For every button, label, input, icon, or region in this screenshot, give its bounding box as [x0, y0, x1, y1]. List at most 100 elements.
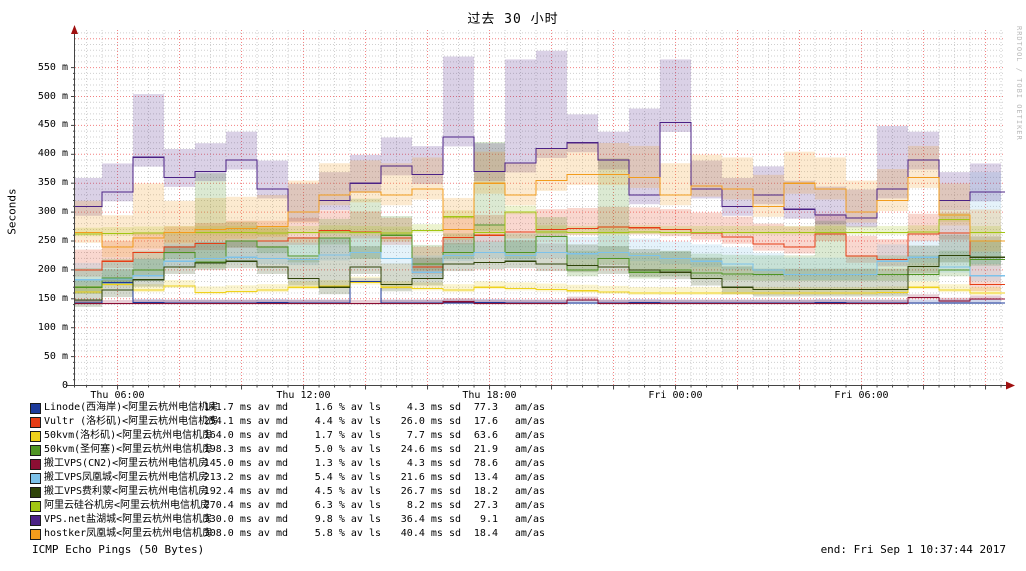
series-loss: 4.4 % av ls	[314, 416, 381, 427]
series-am-ratio: 77.3	[473, 402, 498, 413]
series-am-as-unit: am/as	[514, 514, 545, 525]
series-loss: 4.5 % av ls	[314, 486, 381, 497]
major-grid	[75, 30, 1005, 386]
y-tick-label: 200 m	[37, 263, 68, 275]
series-am-as-unit: am/as	[514, 500, 545, 511]
series-stddev: 21.6 ms sd	[400, 472, 461, 483]
legend-row: 搬工VPS费利蒙<阿里云杭州电信机房 192.4 ms av md 4.5 % …	[0, 485, 1026, 499]
y-tick-label: 50 m	[43, 350, 68, 362]
series-line-4	[75, 297, 1005, 304]
series-median: 192.4 ms av md	[203, 486, 288, 497]
series-color-swatch	[30, 459, 41, 470]
series-loss: 1.3 % av ls	[314, 458, 381, 469]
y-tick-label: 150 m	[37, 292, 68, 304]
series-am-as-unit: am/as	[514, 528, 545, 539]
series-color-swatch	[30, 445, 41, 456]
smoke-band-1	[75, 206, 1002, 292]
series-am-ratio: 18.2	[473, 486, 498, 497]
series-am-ratio: 13.4	[473, 472, 498, 483]
legend-row: 搬工VPS(CN2)<阿里云杭州电信机房 145.0 ms av md 1.3 …	[0, 457, 1026, 471]
series-median: 330.0 ms av md	[203, 514, 288, 525]
axes	[66, 26, 1007, 390]
y-axis-title: Seconds	[5, 188, 19, 235]
y-tick-label: 400 m	[37, 148, 68, 160]
rrdtool-watermark: RRDTOOL / TOBI OETIKER	[1015, 26, 1023, 141]
series-am-as-unit: am/as	[514, 430, 545, 441]
series-loss: 5.0 % av ls	[314, 444, 381, 455]
plot-area	[75, 30, 1005, 386]
series-color-swatch	[30, 473, 41, 484]
series-stddev: 36.4 ms sd	[400, 514, 461, 525]
series-label: 50kvm(洛杉矶)<阿里云杭州电信机房	[44, 430, 213, 441]
series-line-0	[75, 280, 1005, 304]
probe-caption: ICMP Echo Pings (50 Bytes)	[32, 543, 205, 556]
series-label: 搬工VPS凤凰城<阿里云杭州电信机房	[44, 472, 209, 483]
series-label: 阿里云硅谷机房<阿里云杭州电信机房	[44, 500, 211, 511]
series-am-as-unit: am/as	[514, 402, 545, 413]
series-color-swatch	[30, 403, 41, 414]
series-median: 141.7 ms av md	[203, 402, 288, 413]
series-am-as-unit: am/as	[514, 458, 545, 469]
y-tick-label: 300 m	[37, 206, 68, 218]
series-label: Vultr (洛杉矶)<阿里云杭州电信机房	[44, 416, 219, 427]
series-loss: 6.3 % av ls	[314, 500, 381, 511]
end-timestamp: end: Fri Sep 1 10:37:44 2017	[820, 543, 1006, 556]
series-median: 164.0 ms av md	[203, 430, 288, 441]
series-stddev: 4.3 ms sd	[406, 402, 461, 413]
series-color-swatch	[30, 417, 41, 428]
series-am-ratio: 63.6	[473, 430, 498, 441]
series-line-7	[75, 211, 1005, 235]
x-tick-label: Fri 06:00	[834, 390, 889, 401]
legend-row: hostker凤凰城<阿里云杭州电信机房 308.0 ms av md 5.8 …	[0, 527, 1026, 541]
series-am-as-unit: am/as	[514, 416, 545, 427]
series-stddev: 40.4 ms sd	[400, 528, 461, 539]
y-tick-label: 100 m	[37, 321, 68, 333]
x-tick-label: Fri 00:00	[648, 390, 703, 401]
series-color-swatch	[30, 487, 41, 498]
series-median: 213.2 ms av md	[203, 472, 288, 483]
series-label: Linode(西海岸)<阿里云杭州电信机房	[44, 402, 219, 413]
legend-row: VPS.net盐湖城<阿里云杭州电信机房 330.0 ms av md 9.8 …	[0, 513, 1026, 527]
legend-row: Linode(西海岸)<阿里云杭州电信机房 141.7 ms av md 1.6…	[0, 401, 1026, 415]
series-label: hostker凤凰城<阿里云杭州电信机房	[44, 528, 213, 539]
series-line-5	[75, 252, 1005, 281]
series-color-swatch	[30, 515, 41, 526]
series-line-9	[75, 173, 1005, 248]
y-tick-label: 350 m	[37, 177, 68, 189]
latency-chart-canvas	[66, 25, 1015, 390]
series-am-ratio: 78.6	[473, 458, 498, 469]
series-am-ratio: 9.1	[479, 514, 498, 525]
series-stddev: 26.0 ms sd	[400, 416, 461, 427]
series-stddev: 7.7 ms sd	[406, 430, 461, 441]
series-line-2	[75, 282, 1005, 294]
x-tick-label: Thu 06:00	[90, 390, 145, 401]
series-am-as-unit: am/as	[514, 444, 545, 455]
x-tick-label: Thu 12:00	[276, 390, 331, 401]
y-tick-label: 550 m	[37, 61, 68, 73]
y-tick-label: 500 m	[37, 90, 68, 102]
y-axis-arrow	[71, 25, 78, 34]
legend-row: 50kvm(圣何塞)<阿里云杭州电信机房 198.3 ms av md 5.0 …	[0, 443, 1026, 457]
series-median: 145.0 ms av md	[203, 458, 288, 469]
series-line-6	[75, 254, 1005, 301]
series-am-as-unit: am/as	[514, 472, 545, 483]
series-am-as-unit: am/as	[514, 486, 545, 497]
chart-title: 过去 30 小时	[467, 12, 559, 27]
series-loss: 1.6 % av ls	[314, 402, 381, 413]
smoke-band-8	[75, 50, 1002, 228]
series-loss: 5.8 % av ls	[314, 528, 381, 539]
series-am-ratio: 27.3	[473, 500, 498, 511]
series-line-8	[75, 121, 1005, 219]
y-tick-label: 450 m	[37, 119, 68, 131]
series-label: 搬工VPS(CN2)<阿里云杭州电信机房	[44, 458, 209, 469]
x-axis-arrow	[1006, 381, 1015, 390]
series-stddev: 8.2 ms sd	[406, 500, 461, 511]
legend-row: Vultr (洛杉矶)<阿里云杭州电信机房 254.1 ms av md 4.4…	[0, 415, 1026, 429]
legend-row: 阿里云硅谷机房<阿里云杭州电信机房 270.4 ms av md 6.3 % a…	[0, 499, 1026, 513]
smoke-band-6	[75, 234, 1002, 307]
legend-row: 搬工VPS凤凰城<阿里云杭州电信机房 213.2 ms av md 5.4 % …	[0, 471, 1026, 485]
series-color-swatch	[30, 501, 41, 512]
series-median: 254.1 ms av md	[203, 416, 288, 427]
legend-row: 50kvm(洛杉矶)<阿里云杭州电信机房 164.0 ms av md 1.7 …	[0, 429, 1026, 443]
